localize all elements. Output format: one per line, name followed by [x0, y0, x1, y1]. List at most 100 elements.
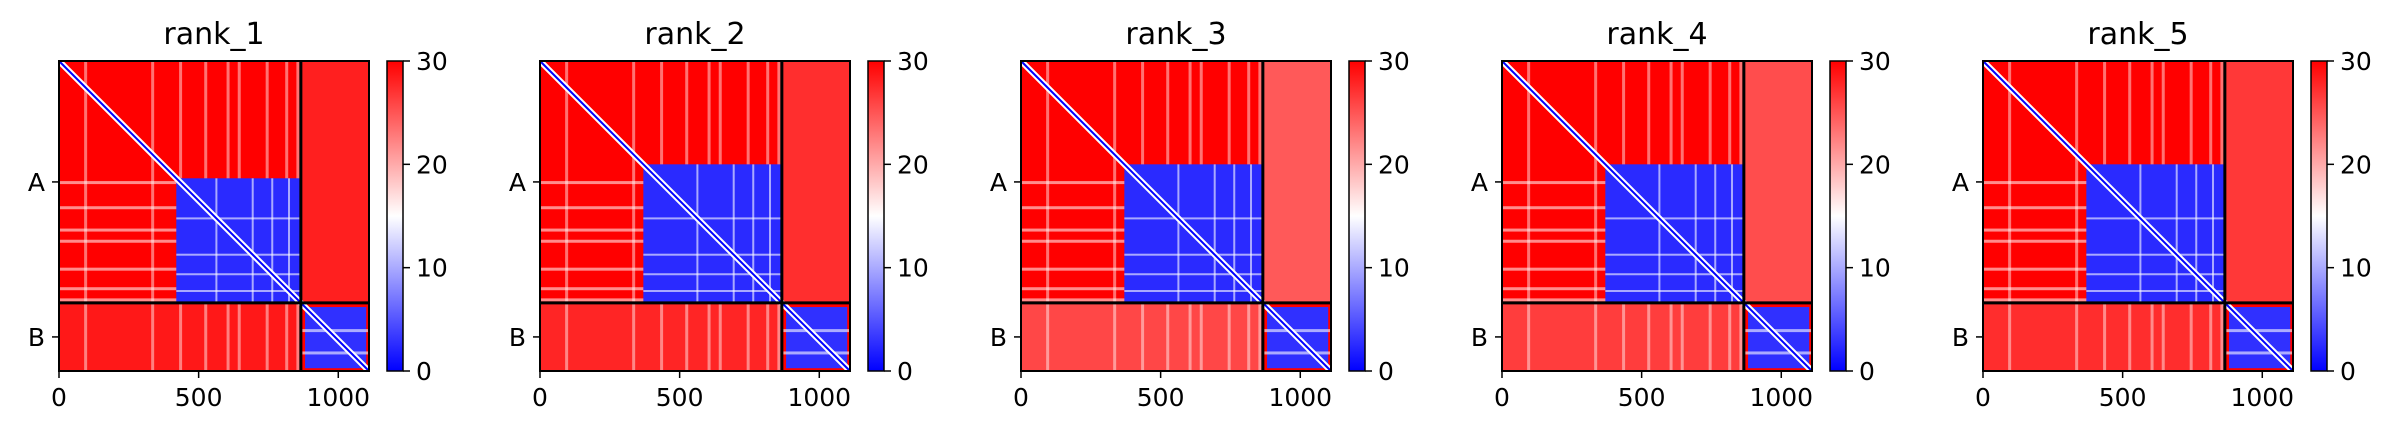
stripe-vertical [1527, 61, 1531, 371]
stripe-vertical [84, 61, 88, 371]
core-streak [271, 178, 274, 303]
core-streak [1262, 351, 1331, 355]
chain-label-B: B [1952, 323, 1969, 352]
core-streak [643, 217, 782, 220]
core-streak [643, 290, 782, 293]
colorbar-tick-label: 30 [1859, 47, 1891, 76]
x-tick-label: 1000 [2230, 383, 2294, 412]
stripe-vertical [1113, 61, 1117, 371]
stripe-vertical [565, 61, 569, 371]
panel-4: rank_4 0 500 1000 A B 0 10 20 30 [1471, 17, 1891, 412]
colorbar-tick-label: 0 [2340, 357, 2356, 386]
x-tick-label: 1000 [1749, 383, 1813, 412]
colorbar [2310, 60, 2328, 372]
interface-band-ab [1262, 61, 1331, 303]
interface-band-ab [1743, 61, 1812, 303]
core-streak [2086, 253, 2225, 256]
interface-band-ab [781, 61, 850, 303]
core-streak [2224, 351, 2293, 355]
core-streak [1124, 253, 1263, 256]
core-streak [732, 164, 735, 303]
core-streak [1605, 290, 1744, 293]
panel-1: rank_1 0 500 1000 A B 0 10 20 30 [28, 17, 448, 412]
core-streak [300, 351, 369, 355]
core-streak [781, 351, 850, 355]
panel-title: rank_5 [2087, 17, 2188, 52]
axes-frame [1982, 60, 2294, 372]
colorbar-tick-label: 30 [1378, 47, 1410, 76]
panel-title: rank_3 [1125, 17, 1226, 52]
interface-band-ab [2224, 61, 2293, 303]
core-streak [2139, 164, 2142, 303]
core-streak [176, 253, 301, 256]
x-tick-label: 0 [1013, 383, 1029, 412]
x-tick-label: 1000 [306, 383, 370, 412]
core-streak [752, 164, 755, 303]
diagonal [539, 60, 851, 372]
panel-title: rank_4 [1606, 17, 1707, 52]
panel-title: rank_1 [163, 17, 264, 52]
x-tick-label: 0 [51, 383, 67, 412]
x-tick-label: 0 [532, 383, 548, 412]
colorbar-tick-label: 30 [416, 47, 448, 76]
core-streak [2086, 273, 2225, 276]
core-streak [1658, 164, 1661, 303]
core-streak [769, 164, 772, 303]
panel-2: rank_2 0 500 1000 A B 0 10 20 30 [509, 17, 929, 412]
core-streak [1262, 329, 1331, 333]
colorbar-tick-label: 20 [416, 150, 448, 179]
x-tick-label: 500 [1137, 383, 1185, 412]
colorbar-tick-label: 10 [2340, 254, 2372, 283]
chain-label-B: B [509, 323, 526, 352]
core-streak [300, 329, 369, 333]
colorbar-tick-label: 20 [1378, 150, 1410, 179]
x-tick-label: 0 [1494, 383, 1510, 412]
core-streak [1605, 217, 1744, 220]
diagonal [1020, 60, 1332, 372]
colorbar-tick-label: 20 [2340, 150, 2372, 179]
stripe-vertical [2075, 61, 2079, 371]
colorbar [1348, 60, 1366, 372]
interface-band-ba [540, 302, 782, 371]
stripe-vertical [1594, 61, 1598, 371]
core-streak [696, 164, 699, 303]
core-streak [176, 290, 301, 293]
core-streak [1605, 273, 1744, 276]
axes-frame [1020, 60, 1332, 372]
x-tick-label: 500 [656, 383, 704, 412]
colorbar [386, 60, 404, 372]
chain-label-A: A [509, 168, 526, 197]
core-streak [1213, 164, 1216, 303]
core-streak [2195, 164, 2198, 303]
chain-label-B: B [990, 323, 1007, 352]
core-streak [176, 217, 301, 220]
stripe-vertical [151, 61, 155, 371]
core-streak [1743, 351, 1812, 355]
core-streak [2086, 217, 2225, 220]
core-streak [1233, 164, 1236, 303]
core-streak [1694, 164, 1697, 303]
core-streak [1124, 290, 1263, 293]
chain-label-A: A [1952, 168, 1969, 197]
interface-band-ba [59, 302, 301, 371]
x-tick-label: 1000 [787, 383, 851, 412]
x-tick-label: 0 [1975, 383, 1991, 412]
interface-band-ba [1983, 302, 2225, 371]
core-streak [643, 253, 782, 256]
core-streak [1714, 164, 1717, 303]
axes-frame [58, 60, 370, 372]
panel-3: rank_3 0 500 1000 A B 0 10 20 30 [990, 17, 1410, 412]
core-streak [1177, 164, 1180, 303]
chain-label-A: A [1471, 168, 1488, 197]
core-streak [1743, 329, 1812, 333]
diagonal [1501, 60, 1813, 372]
x-tick-label: 1000 [1268, 383, 1332, 412]
panel-5: rank_5 0 500 1000 A B 0 10 20 30 [1952, 17, 2372, 412]
colorbar [867, 60, 885, 372]
core-streak [176, 273, 301, 276]
chain-label-B: B [1471, 323, 1488, 352]
colorbar [1829, 60, 1847, 372]
axes-frame [539, 60, 851, 372]
core-streak [1250, 164, 1253, 303]
